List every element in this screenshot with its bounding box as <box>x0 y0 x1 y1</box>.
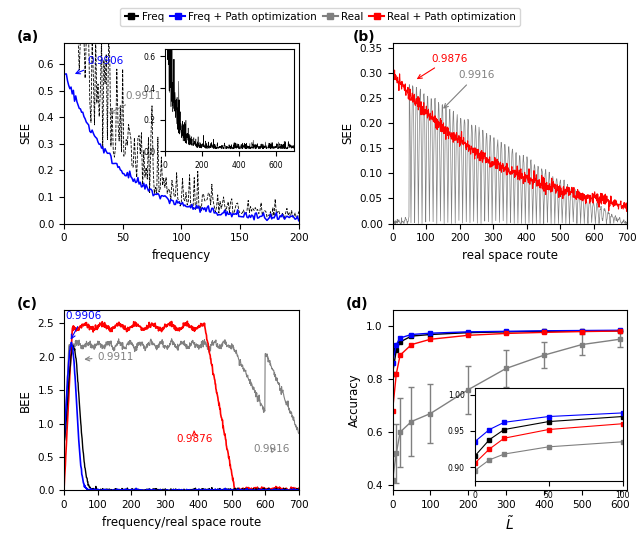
Y-axis label: SEE: SEE <box>19 122 32 144</box>
Legend: Freq, Freq + Path optimization, Real, Real + Path optimization: Freq, Freq + Path optimization, Real, Re… <box>120 8 520 26</box>
Text: 0.9876: 0.9876 <box>418 54 467 79</box>
Text: 0.9911: 0.9911 <box>110 91 161 113</box>
Text: 0.9876: 0.9876 <box>176 431 212 444</box>
X-axis label: frequency/real space route: frequency/real space route <box>102 516 261 529</box>
Text: (a): (a) <box>17 30 39 44</box>
Text: 0.9916: 0.9916 <box>444 70 494 108</box>
Text: (d): (d) <box>346 298 368 312</box>
X-axis label: real space route: real space route <box>462 249 558 262</box>
X-axis label: $\tilde{L}$: $\tilde{L}$ <box>505 516 515 534</box>
Y-axis label: BEE: BEE <box>19 389 32 412</box>
Text: 0.9916: 0.9916 <box>253 444 290 454</box>
Text: 0.9911: 0.9911 <box>85 351 134 362</box>
X-axis label: frequency: frequency <box>152 249 211 262</box>
Y-axis label: SEE: SEE <box>341 122 354 144</box>
Text: (c): (c) <box>17 298 38 312</box>
Y-axis label: Accuracy: Accuracy <box>348 374 361 427</box>
Text: (b): (b) <box>353 30 375 44</box>
Text: 0.9906: 0.9906 <box>65 312 101 338</box>
Text: 0.9906: 0.9906 <box>76 57 124 74</box>
